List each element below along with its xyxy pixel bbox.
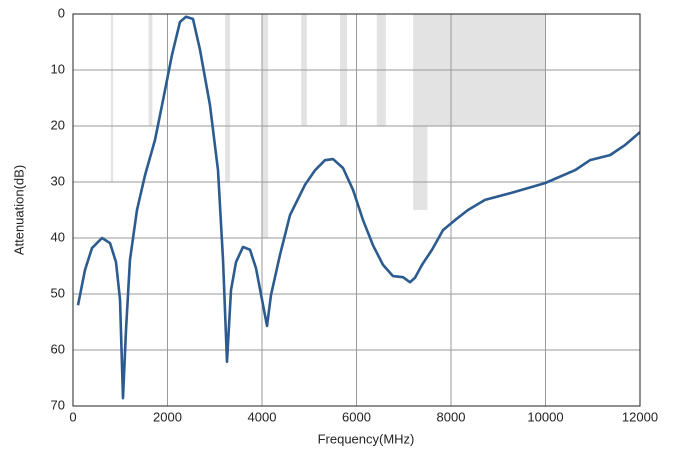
- x-tick-label: 4000: [248, 409, 277, 424]
- y-tick-label: 10: [51, 61, 65, 76]
- x-tick-label: 8000: [437, 409, 466, 424]
- x-tick-label: 2000: [153, 409, 182, 424]
- y-tick-label: 20: [51, 117, 65, 132]
- y-tick-label: 40: [51, 229, 65, 244]
- y-tick-label: 70: [51, 397, 65, 412]
- spec-band: [110, 14, 114, 182]
- x-tick-label: 6000: [342, 409, 371, 424]
- x-tick-label: 0: [69, 409, 76, 424]
- y-axis-title: Attenuation(dB): [11, 165, 26, 255]
- plot-frame: [72, 13, 641, 407]
- y-tick-label: 50: [51, 285, 65, 300]
- y-tick-label: 60: [51, 341, 65, 356]
- x-tick-label: 12000: [622, 409, 658, 424]
- spec-band: [413, 14, 428, 210]
- attenuation-line: [76, 15, 641, 400]
- spec-band: [225, 14, 230, 182]
- x-axis-title: Frequency(MHz): [318, 431, 415, 446]
- x-tick-label: 10000: [527, 409, 563, 424]
- y-tick-label: 0: [58, 5, 65, 20]
- y-tick-label: 30: [51, 173, 65, 188]
